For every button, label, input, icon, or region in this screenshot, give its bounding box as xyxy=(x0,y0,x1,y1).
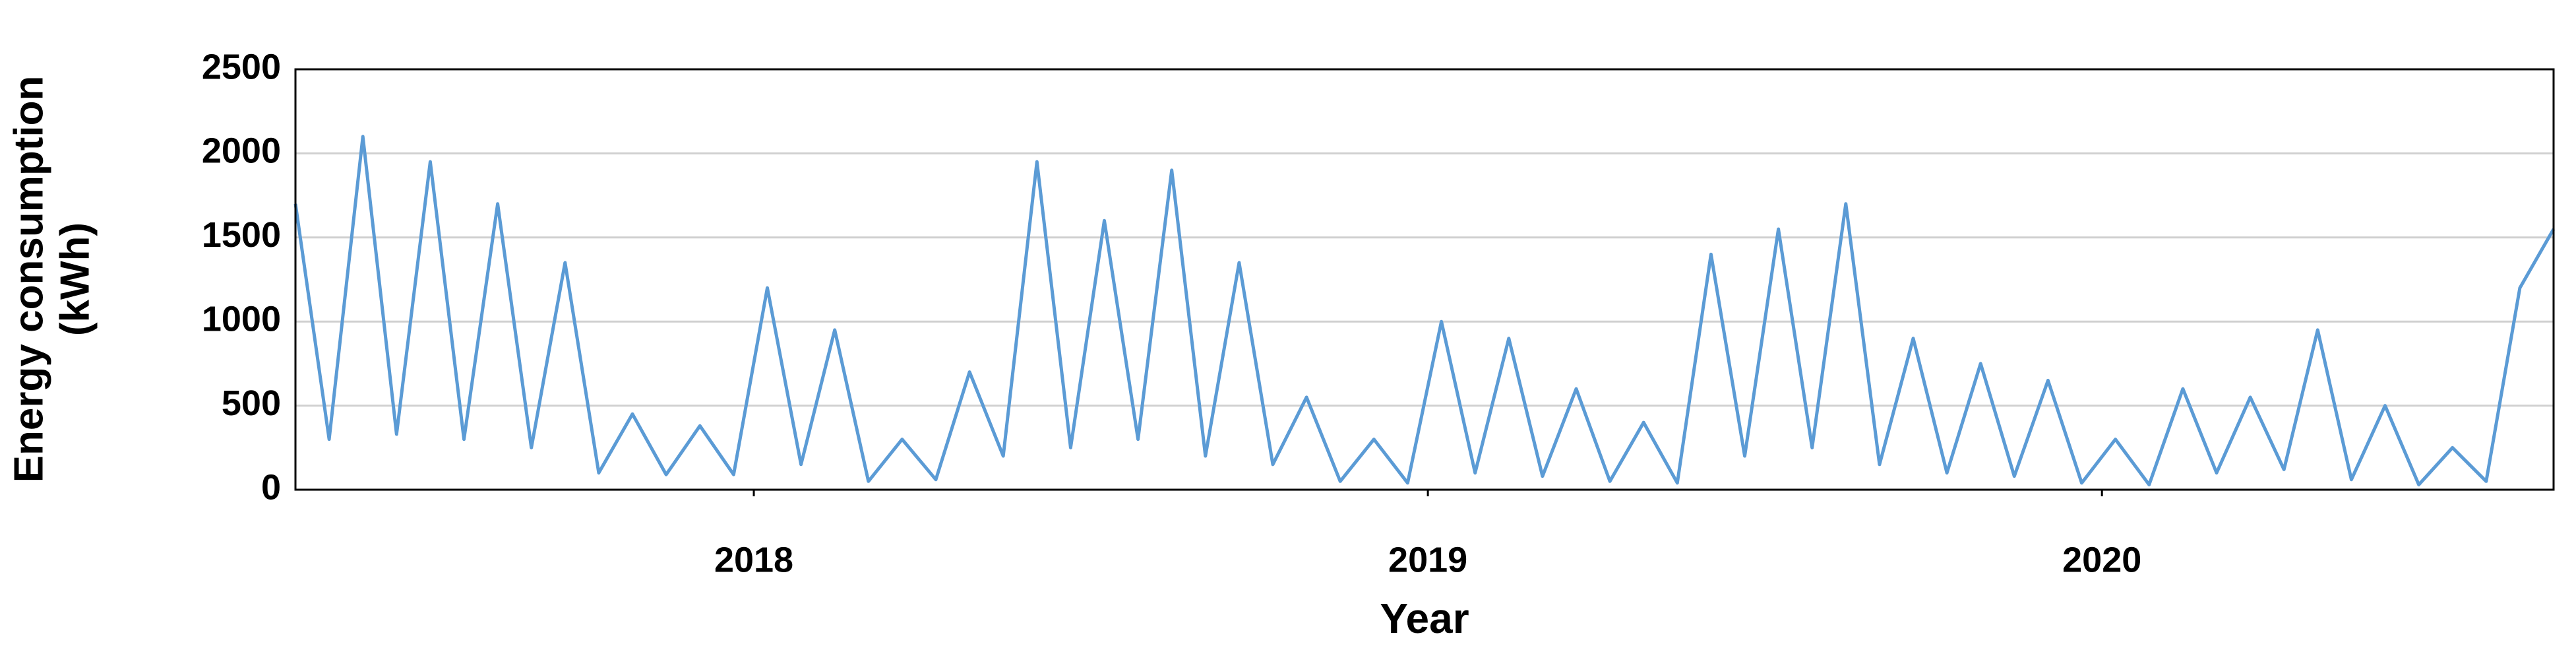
y-tick-label: 1500 xyxy=(202,215,281,255)
x-tick-label: 2019 xyxy=(1388,540,1467,579)
data-line xyxy=(293,135,2556,486)
x-tick-label: 2020 xyxy=(2062,540,2141,579)
y-axis-label: (kWh) xyxy=(52,222,98,336)
y-tick-label: 2500 xyxy=(202,47,281,86)
y-tick-label: 500 xyxy=(222,383,281,423)
y-tick-label: 1000 xyxy=(202,299,281,339)
y-axis-label: Energy consumption xyxy=(6,76,51,483)
y-tick-label: 0 xyxy=(261,467,281,507)
x-axis-label: Year xyxy=(1380,595,1469,642)
y-tick-label: 2000 xyxy=(202,131,281,171)
plot-frame xyxy=(294,68,2555,491)
x-tick-label: 2018 xyxy=(714,540,793,579)
